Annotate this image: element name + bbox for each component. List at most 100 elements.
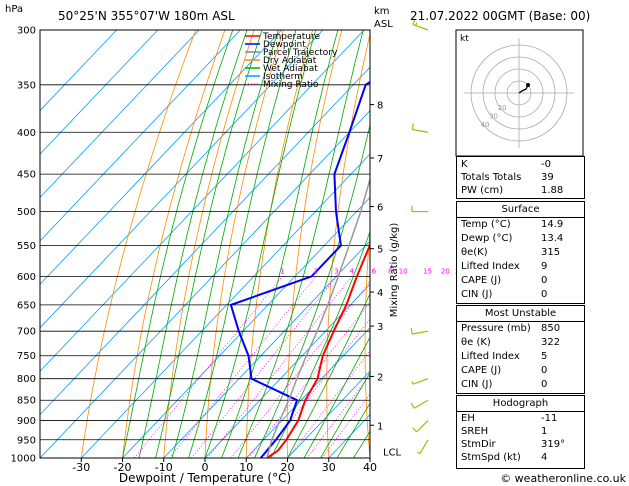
wind-barb — [410, 399, 429, 409]
wind-barb-flag — [412, 427, 418, 433]
mixing-ratio-label: 15 — [423, 267, 432, 275]
wind-barb — [411, 123, 429, 133]
wind-barb-half — [417, 451, 421, 455]
surface-row: θe(K) 315 — [461, 247, 561, 258]
isotherm-line — [40, 66, 370, 416]
pressure-tick-label: 800 — [17, 374, 36, 385]
pressure-tick-label: 400 — [17, 128, 36, 139]
wind-barb-flag — [410, 327, 413, 335]
x-axis-label: Dewpoint / Temperature (°C) — [119, 471, 291, 485]
legend-label: Wet Adiabat — [263, 64, 318, 74]
hodograph-row: StmDir 319° — [461, 439, 566, 450]
plot-frame — [39, 29, 371, 459]
dry-adiabat-line — [402, 30, 429, 458]
hodograph-ring-label: 30 — [489, 112, 498, 120]
hodograph-table: Hodograph EH -11 SREH 1 StmDir 319° StmSpd … — [456, 395, 585, 469]
mixing-ratio-label: 20 — [441, 267, 450, 275]
most-unstable-title: Most Unstable — [484, 308, 557, 319]
legend-label: Parcel Trajectory — [263, 48, 338, 58]
pressure-tick-label: 500 — [17, 207, 36, 218]
pressure-axis: 300 350 400 450 500 550 600 650 700 750 800 850 900 9… — [11, 26, 36, 465]
index-row-totals: Totals Totals 39 — [461, 172, 554, 183]
copyright-footer: © weatheronline.co.uk — [500, 472, 626, 485]
mixing-ratio-label: 10 — [399, 267, 408, 275]
indices-table: K -0 Totals Totals 39 PW (cm) 1.88 — [456, 156, 585, 199]
wind-barb-staff — [412, 128, 429, 133]
legend-label: Mixing Ratio — [263, 80, 319, 90]
most-unstable-row: CAPE (J) 0 — [461, 365, 548, 376]
legend-label: Dewpoint — [263, 40, 306, 50]
wet-adiabat-line — [221, 30, 339, 458]
isobar-lines — [40, 29, 370, 459]
datetime-title: 21.07.2022 00GMT (Base: 00) — [410, 9, 590, 23]
wind-barb — [411, 205, 428, 213]
x-tick-label: -30 — [72, 461, 90, 474]
surface-row: CIN (J) 0 — [461, 289, 548, 300]
pressure-tick-label: 900 — [17, 416, 36, 427]
hodograph-table-title: Hodograph — [492, 398, 549, 409]
km-tick-label: 5 — [377, 245, 383, 256]
wind-barb-flag — [412, 18, 416, 25]
location-title: 50°25'N 355°07'W 180m ASL — [58, 9, 235, 23]
km-tick-label: 1 — [377, 421, 383, 432]
wind-barb — [417, 439, 429, 455]
wind-barb-column — [410, 18, 429, 455]
isotherm-line — [80, 153, 370, 458]
pressure-tick-label: 450 — [17, 170, 36, 181]
mixing-ratio-lines — [133, 276, 370, 458]
km-unit-label: km — [374, 6, 390, 17]
hodograph-end-dot — [526, 83, 530, 87]
isotherm-line — [204, 283, 370, 458]
most-unstable-row: CIN (J) 0 — [461, 379, 548, 390]
temperature-axis: -30 -20 -10 0 10 20 30 40 — [72, 458, 377, 474]
pressure-unit-label: hPa — [5, 4, 23, 15]
km-tick-label: 3 — [377, 322, 383, 333]
wind-barb-staff — [413, 399, 429, 409]
km-axis: 1 2 3 4 5 6 7 8 LCL — [370, 101, 402, 459]
pressure-tick-label: 550 — [17, 241, 36, 252]
km-tick-label: 2 — [377, 372, 383, 383]
mixing-ratio-label: 2 — [314, 267, 318, 275]
surface-row: Dewp (°C) 13.4 — [461, 233, 564, 244]
wet-adiabat-line — [254, 123, 370, 458]
pressure-tick-label: 600 — [17, 272, 36, 283]
x-tick-label: -20 — [114, 461, 132, 474]
wind-barb — [412, 18, 429, 31]
hodograph-row: EH -11 — [461, 413, 558, 424]
wind-barb-staff — [412, 23, 429, 31]
isotherm-line — [40, 30, 324, 329]
dry-adiabat-line — [603, 30, 629, 458]
wet-adiabat-line — [155, 30, 263, 458]
x-tick-label: 0 — [202, 461, 209, 474]
x-tick-label: 10 — [239, 461, 253, 474]
mixing-ratio-line — [287, 350, 370, 458]
wind-barb-staff — [412, 330, 429, 335]
x-tick-label: 20 — [281, 461, 295, 474]
legend-label: Dry Adiabat — [263, 56, 317, 66]
isotherm-line — [40, 110, 370, 458]
pressure-tick-label: 1000 — [11, 454, 36, 465]
hodograph-row: StmSpd (kt) 4 — [461, 452, 548, 463]
dry-adiabat-line — [204, 30, 284, 458]
wind-barb-flag — [411, 123, 414, 130]
pressure-tick-label: 750 — [17, 351, 36, 362]
pressure-tick-label: 700 — [17, 327, 36, 338]
mixing-ratio-label: 3 — [334, 267, 338, 275]
mixing-ratio-label: 8 — [388, 267, 392, 275]
pressure-tick-label: 350 — [17, 80, 36, 91]
x-tick-label: 30 — [322, 461, 336, 474]
asl-unit-label: ASL — [374, 19, 393, 30]
most-unstable-row: Lifted Index 5 — [461, 351, 548, 362]
most-unstable-row: θe (K) 322 — [461, 337, 561, 348]
series-line-parcel-trajectory — [266, 176, 370, 458]
mixing-ratio-label: 6 — [372, 267, 377, 275]
wet-adiabat-line — [320, 371, 370, 458]
wind-barb — [411, 378, 429, 385]
pressure-tick-label: 300 — [17, 26, 36, 37]
mixing-ratio-labels: 12346810152025 — [280, 267, 464, 275]
isotherm-line — [40, 30, 282, 285]
profile-series — [229, 80, 370, 458]
